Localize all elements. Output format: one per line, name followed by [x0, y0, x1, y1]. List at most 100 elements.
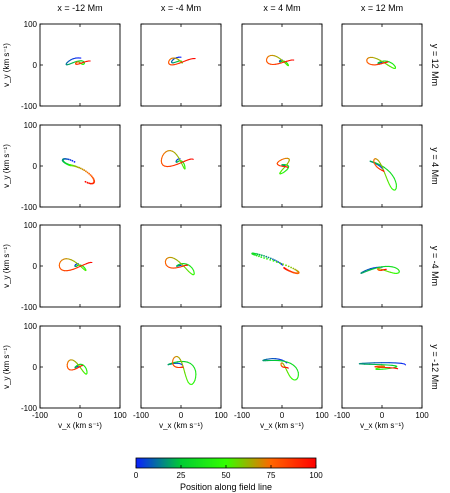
trajectory-group	[265, 54, 295, 67]
trajectory-segment	[173, 163, 178, 167]
colorbar-tick-label: 25	[177, 471, 186, 480]
trajectory-segment	[385, 176, 389, 182]
x-tick-label: -100	[32, 411, 49, 420]
trajectory-point	[90, 175, 93, 178]
y-tick-label: -100	[21, 303, 38, 312]
panel-r1-c3	[341, 124, 423, 208]
column-title: x = -4 Mm	[161, 3, 201, 13]
trajectory-point	[263, 255, 265, 257]
panel-r3-c1: -100 0 100 v_x (km s⁻¹)	[133, 325, 228, 430]
trajectory-segment	[181, 60, 186, 63]
trajectory-point	[263, 257, 265, 259]
colorbar-tick-label: 75	[267, 471, 276, 480]
panel-r0-c3	[341, 23, 423, 107]
panel-r1-c2	[241, 124, 323, 208]
trajectory-point	[84, 180, 87, 183]
trajectory-point	[78, 166, 81, 169]
panel-frame	[140, 224, 222, 308]
trajectory-point	[258, 255, 260, 258]
trajectory-segment	[373, 267, 379, 270]
trajectory-segment	[185, 375, 188, 381]
y-tick-label: 100	[24, 20, 38, 29]
y-tick-label: 0	[33, 61, 38, 70]
trajectory-group	[167, 355, 197, 386]
x-tick-label: 0	[179, 411, 184, 420]
trajectory-point	[255, 254, 258, 257]
x-tick-label: 100	[113, 411, 127, 420]
y-tick-label: -100	[21, 203, 38, 212]
trajectory-point	[269, 257, 272, 260]
trajectory-point	[277, 261, 280, 263]
colorbar-tick-label: 100	[309, 471, 323, 480]
trajectory-segment	[282, 360, 288, 363]
panel-r2-c0: -100 0 100	[21, 221, 121, 312]
trajectory-point	[260, 256, 263, 258]
x-tick-label: 0	[280, 411, 285, 420]
trajectory-point	[258, 253, 261, 256]
trajectory-point	[88, 172, 90, 175]
x-tick-label: 100	[315, 411, 329, 420]
trajectory-point	[287, 265, 290, 268]
y-tick-label: 100	[24, 121, 38, 130]
trajectory-point	[81, 168, 84, 171]
trajectory-segment	[176, 259, 180, 263]
y-tick-label: -100	[21, 404, 38, 413]
x-axis-label: v_x (km s⁻¹)	[260, 421, 304, 430]
trajectory-point	[272, 260, 275, 262]
colorbar-label: Position along field line	[180, 482, 272, 492]
panel-r2-c3	[341, 224, 423, 308]
panel-frame	[39, 23, 121, 107]
trajectory-group	[168, 56, 196, 66]
trajectory-segment	[178, 261, 183, 265]
trajectory-segment	[69, 268, 75, 271]
y-tick-label: 100	[24, 221, 38, 230]
panel-r3-c0: -100 0 100 -100 0 100 v_x (km s⁻¹)	[21, 322, 127, 430]
trajectory-group	[366, 56, 397, 70]
panel-r1-c0: -100 0 100	[21, 121, 121, 212]
trajectory-segment	[184, 372, 187, 378]
panel-r0-c2	[241, 23, 323, 107]
trajectory-segment	[400, 362, 406, 365]
trajectory-point	[269, 259, 272, 261]
trajectory-group	[160, 150, 194, 170]
panel-r2-c2	[241, 224, 323, 308]
trajectory-segment	[386, 169, 391, 173]
y-axis-label: v_y (km s⁻¹)	[2, 345, 11, 389]
trajectory-segment	[286, 361, 292, 364]
trajectory-point	[294, 268, 296, 271]
trajectory-segment	[275, 358, 280, 360]
trajectory-group	[358, 362, 407, 370]
trajectory-group	[61, 158, 96, 185]
x-axis-label: v_x (km s⁻¹)	[159, 421, 203, 430]
panel-r2-c1	[140, 224, 222, 308]
trajectory-segment	[387, 179, 390, 185]
panel-r0-c0: -100 0 100	[21, 20, 121, 111]
trajectory-segment	[176, 162, 182, 165]
trajectory-point	[89, 182, 92, 185]
trajectory-point	[252, 253, 255, 256]
trajectory-point	[255, 252, 257, 255]
trajectory-segment	[76, 265, 81, 269]
y-tick-label: 100	[24, 322, 38, 331]
x-tick-label: -100	[234, 411, 251, 420]
trajectory-point	[91, 176, 94, 179]
trajectory-point	[69, 159, 72, 161]
trajectory-segment	[183, 361, 189, 363]
panel-frame	[39, 124, 121, 208]
row-label: y = -4 Mm	[430, 246, 440, 286]
panel-frame	[140, 124, 222, 208]
trajectory-point	[267, 256, 270, 259]
column-title: x = 12 Mm	[361, 3, 403, 13]
y-tick-label: 0	[33, 262, 38, 271]
column-title: x = -12 Mm	[57, 3, 102, 13]
panel-grid: -100 0 100 -100 0 100 -100 0 100 -100 0 100 -100 0 100…	[21, 20, 429, 430]
trajectory-segment	[377, 266, 383, 269]
panel-r3-c2: -100 0 100 v_x (km s⁻¹)	[234, 325, 329, 430]
panel-r3-c3: -100 0 100 v_x (km s⁻¹)	[334, 325, 429, 430]
trajectory-point	[79, 167, 82, 170]
trajectory-group	[58, 258, 93, 272]
trajectory-segment	[389, 171, 393, 176]
trajectory-point	[290, 266, 292, 269]
trajectory-point	[282, 263, 284, 266]
trajectory-point	[67, 158, 70, 161]
